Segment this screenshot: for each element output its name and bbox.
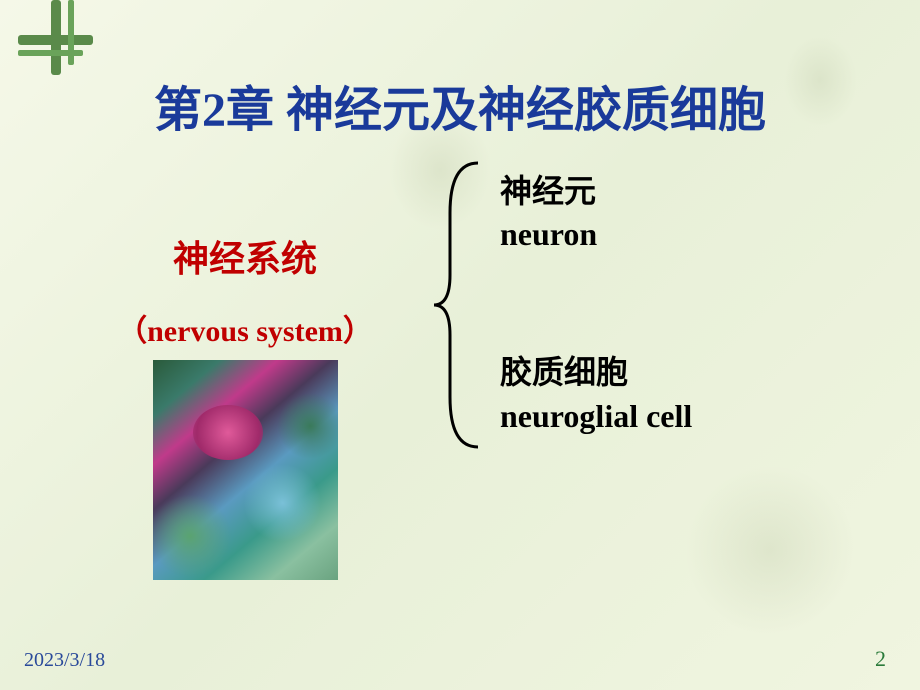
footer-page-number: 2 — [875, 646, 886, 672]
branch-glial-en: neuroglial cell — [500, 395, 692, 438]
curly-brace — [430, 155, 490, 455]
branch-neuron-en: neuron — [500, 213, 692, 256]
main-term-en: （nervous system） — [80, 306, 410, 350]
footer-date: 2023/3/18 — [24, 649, 105, 672]
main-term-block: 神经系统 （nervous system） — [80, 230, 410, 580]
branch-item-glial: 胶质细胞 neuroglial cell — [500, 351, 692, 437]
content-area: 神经系统 （nervous system） 神经元 neuron 胶质细胞 ne… — [80, 170, 840, 630]
branch-neuron-cn: 神经元 — [500, 170, 692, 213]
chapter-title: 第2章 神经元及神经胶质细胞 — [0, 70, 920, 140]
main-term-cn: 神经系统 — [80, 230, 410, 282]
neuron-image — [153, 360, 338, 580]
branch-item-neuron: 神经元 neuron — [500, 170, 692, 256]
branch-list: 神经元 neuron 胶质细胞 neuroglial cell — [500, 170, 692, 533]
branch-glial-cn: 胶质细胞 — [500, 351, 692, 394]
